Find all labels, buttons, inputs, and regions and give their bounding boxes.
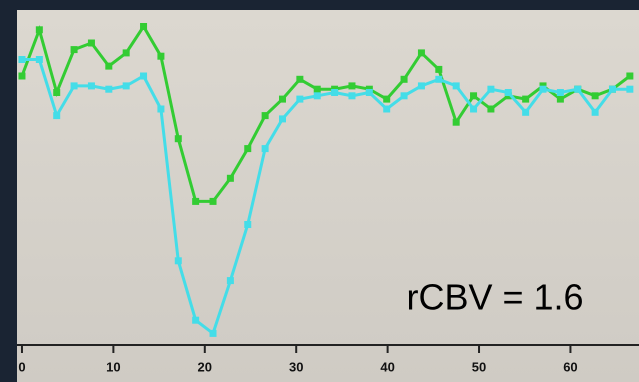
data-point [122, 49, 130, 57]
data-point [226, 174, 234, 182]
data-point [261, 145, 269, 153]
data-point [539, 85, 547, 93]
data-point [209, 329, 217, 337]
data-point [192, 197, 200, 205]
x-tick-label: 60 [563, 359, 577, 374]
data-point [556, 95, 564, 103]
data-point [313, 85, 321, 93]
data-point [470, 92, 478, 100]
data-point [574, 85, 582, 93]
data-point [296, 95, 304, 103]
data-point [70, 82, 78, 90]
data-point [487, 105, 495, 113]
data-point [452, 82, 460, 90]
x-tick-label: 40 [380, 359, 394, 374]
data-point [53, 112, 61, 120]
x-tick-label: 20 [198, 359, 212, 374]
data-point [417, 82, 425, 90]
data-point [470, 105, 478, 113]
data-point [53, 89, 61, 96]
data-point [400, 75, 408, 83]
data-point [383, 105, 391, 113]
data-point [400, 92, 408, 100]
data-point [192, 316, 200, 324]
data-point [140, 72, 148, 80]
data-point [435, 65, 443, 73]
data-point [140, 23, 148, 30]
x-tick-label: 30 [289, 359, 303, 374]
data-point [278, 115, 286, 123]
data-point [278, 95, 286, 103]
data-point [522, 108, 530, 116]
data-point [487, 85, 495, 93]
data-point [209, 197, 217, 205]
data-point [348, 92, 356, 100]
data-point [383, 95, 391, 103]
data-point [174, 257, 182, 265]
data-point [348, 82, 356, 90]
data-point [522, 95, 530, 103]
data-point [244, 145, 252, 153]
data-point [608, 85, 616, 93]
data-point [435, 75, 443, 83]
data-point [35, 56, 43, 63]
data-point [157, 52, 165, 60]
data-point [18, 72, 26, 80]
data-point [87, 39, 95, 47]
data-point [157, 105, 165, 113]
data-point [591, 108, 599, 116]
data-point [226, 277, 234, 285]
data-point [417, 49, 425, 57]
data-point [626, 72, 634, 80]
data-point [261, 112, 269, 120]
data-point [504, 89, 512, 96]
x-tick-label: 10 [106, 359, 120, 374]
x-tick-label: 50 [472, 359, 486, 374]
data-point [105, 62, 113, 70]
data-point [122, 82, 130, 90]
annotation: rCBV = 1.6 [406, 277, 583, 318]
data-point [35, 26, 43, 34]
data-point [105, 85, 113, 93]
data-point [452, 118, 460, 126]
data-point [244, 221, 252, 228]
data-point [556, 89, 564, 96]
data-point [365, 89, 373, 96]
data-point [626, 85, 634, 93]
plot-area [17, 10, 639, 382]
data-point [18, 56, 26, 63]
data-point [313, 92, 321, 100]
data-point [174, 135, 182, 143]
data-point [591, 92, 599, 100]
data-point [296, 75, 304, 83]
data-point [87, 82, 95, 90]
x-tick-label: 0 [18, 359, 25, 374]
data-point [70, 46, 78, 54]
data-point [331, 89, 339, 96]
